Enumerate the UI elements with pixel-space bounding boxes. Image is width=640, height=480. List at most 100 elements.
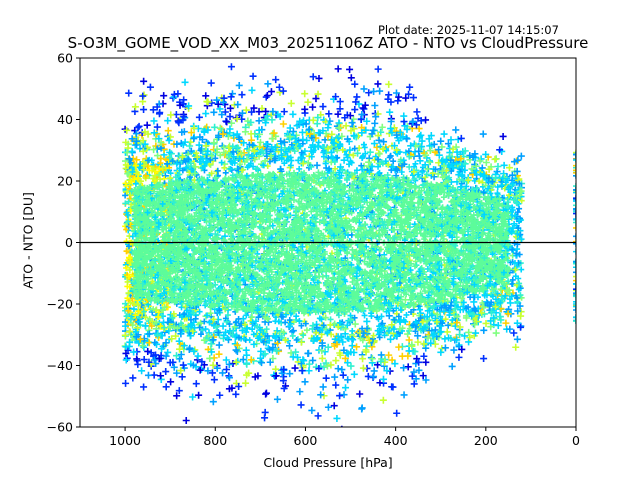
data-point <box>207 79 215 87</box>
data-point <box>333 340 341 348</box>
data-point <box>175 118 183 126</box>
data-point <box>350 336 357 343</box>
data-point <box>242 106 250 114</box>
data-point <box>385 351 393 359</box>
data-point <box>146 83 154 91</box>
data-point <box>125 155 133 163</box>
data-point <box>405 336 413 344</box>
data-point <box>334 365 342 373</box>
data-point <box>169 94 177 102</box>
data-point <box>249 72 257 80</box>
data-point <box>279 87 287 95</box>
data-point <box>204 367 212 375</box>
data-point <box>276 113 284 121</box>
data-point <box>410 380 418 388</box>
data-point <box>264 80 272 88</box>
data-point <box>411 348 419 356</box>
data-point <box>263 92 271 100</box>
data-point <box>500 161 508 169</box>
data-point <box>243 360 251 368</box>
data-point <box>401 122 409 130</box>
data-point <box>491 315 499 323</box>
data-point <box>367 354 375 362</box>
data-point <box>167 378 175 386</box>
data-point <box>410 94 418 102</box>
data-point <box>140 77 148 85</box>
data-point <box>512 343 520 351</box>
data-point <box>208 99 216 107</box>
data-point <box>286 342 294 350</box>
data-point <box>391 360 399 368</box>
data-point <box>334 110 342 118</box>
data-point <box>228 384 236 392</box>
data-point <box>255 108 263 116</box>
data-point <box>273 395 281 403</box>
data-point <box>269 355 277 363</box>
data-point <box>203 98 211 106</box>
data-point <box>246 337 253 344</box>
data-point <box>412 121 420 129</box>
data-point <box>453 319 461 327</box>
data-point <box>492 329 500 337</box>
data-point <box>164 348 172 356</box>
data-point <box>350 132 358 140</box>
data-point <box>202 312 210 320</box>
data-point <box>286 370 294 378</box>
data-point <box>427 132 435 140</box>
data-point <box>431 326 439 334</box>
data-point <box>197 365 205 373</box>
data-point <box>480 355 488 363</box>
data-point <box>342 122 350 130</box>
data-point <box>264 112 272 120</box>
data-point <box>374 65 382 73</box>
data-point <box>491 155 499 163</box>
data-point <box>122 138 130 146</box>
data-point <box>291 364 299 372</box>
data-point <box>375 136 383 144</box>
data-point <box>346 146 354 154</box>
data-point <box>499 132 507 140</box>
data-point <box>121 125 129 133</box>
data-point <box>374 361 382 369</box>
data-point <box>251 373 259 381</box>
data-point <box>383 367 391 375</box>
data-point <box>466 333 474 341</box>
data-point <box>221 108 229 116</box>
data-point <box>319 103 327 111</box>
data-point <box>359 364 367 372</box>
data-point <box>370 373 378 381</box>
data-point <box>400 391 408 399</box>
data-point <box>334 65 342 73</box>
data-point <box>130 348 138 356</box>
data-point <box>177 350 185 358</box>
data-point <box>220 129 228 137</box>
data-point <box>234 357 242 365</box>
data-point <box>309 116 317 124</box>
data-point <box>190 347 198 355</box>
data-point <box>479 130 487 138</box>
data-point <box>216 391 224 399</box>
data-point <box>444 321 452 329</box>
data-point <box>157 372 165 380</box>
data-point <box>242 379 250 387</box>
data-point <box>333 414 341 422</box>
data-point <box>134 324 142 332</box>
data-point <box>354 149 362 157</box>
data-point <box>372 113 380 121</box>
data-point <box>256 143 264 151</box>
data-point <box>408 372 416 380</box>
data-point <box>225 374 233 382</box>
data-point <box>347 74 355 82</box>
data-point <box>128 147 136 155</box>
data-point <box>420 352 428 360</box>
data-point <box>178 373 186 381</box>
data-point <box>412 375 420 383</box>
data-point <box>250 340 258 348</box>
data-point <box>195 141 203 149</box>
data-point <box>404 363 412 371</box>
data-point <box>325 110 333 118</box>
data-point <box>279 120 287 128</box>
data-point <box>299 363 307 371</box>
data-point <box>441 344 449 352</box>
data-point <box>363 117 371 125</box>
